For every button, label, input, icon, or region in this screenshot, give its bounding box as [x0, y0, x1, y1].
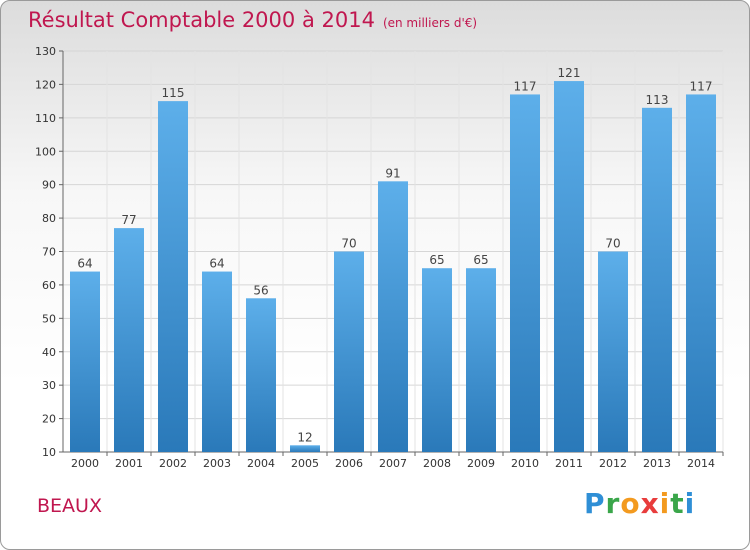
logo-letter: i — [684, 487, 696, 520]
data-label: 12 — [297, 430, 312, 444]
x-tick-label: 2004 — [247, 457, 275, 470]
bar — [598, 251, 628, 452]
logo-letter: t — [670, 487, 685, 520]
bar — [246, 298, 276, 452]
data-label: 70 — [605, 237, 620, 251]
y-tick-label: 90 — [42, 179, 56, 192]
y-tick-label: 10 — [42, 446, 56, 459]
bar — [202, 271, 232, 452]
data-label: 117 — [514, 79, 537, 93]
data-label: 77 — [121, 213, 136, 227]
x-tick-label: 2014 — [687, 457, 715, 470]
bar — [686, 94, 716, 453]
y-tick-label: 80 — [42, 212, 56, 225]
bar — [466, 268, 496, 452]
x-tick-label: 2003 — [203, 457, 231, 470]
x-tick-label: 2006 — [335, 457, 363, 470]
data-label: 64 — [77, 257, 92, 271]
y-tick-label: 50 — [42, 312, 56, 325]
bar — [378, 181, 408, 452]
bar — [642, 107, 672, 452]
logo-letter: P — [584, 487, 606, 520]
chart-title: Résultat Comptable 2000 à 2014 (en millie… — [28, 8, 477, 32]
y-tick-label: 40 — [42, 346, 56, 359]
data-label: 117 — [690, 79, 713, 93]
bar — [510, 94, 540, 453]
x-tick-label: 2010 — [511, 457, 539, 470]
x-tick-label: 2008 — [423, 457, 451, 470]
logo-letter: i — [659, 487, 671, 520]
data-label: 65 — [473, 253, 488, 267]
y-tick-label: 70 — [42, 246, 56, 259]
y-tick-label: 30 — [42, 379, 56, 392]
proxiti-logo[interactable]: Proxiti — [584, 487, 695, 520]
y-tick-label: 130 — [35, 45, 56, 58]
bar — [554, 81, 584, 452]
x-tick-label: 2011 — [555, 457, 583, 470]
data-label: 121 — [558, 66, 581, 80]
y-tick-label: 120 — [35, 78, 56, 91]
logo-letter: o — [620, 487, 641, 520]
data-label: 56 — [253, 283, 268, 297]
bar — [290, 445, 320, 452]
data-label: 91 — [385, 166, 400, 180]
x-tick-label: 2002 — [159, 457, 187, 470]
data-labels: 64 77 115 64 56 12 70 91 65 65 117 121 70 113 117 — [77, 66, 712, 444]
x-tick-label: 2007 — [379, 457, 407, 470]
data-label: 64 — [209, 257, 224, 271]
bar — [334, 251, 364, 452]
chart-title-text: Résultat Comptable 2000 à 2014 — [28, 8, 375, 32]
y-tick-label: 20 — [42, 413, 56, 426]
bar — [70, 271, 100, 452]
x-tick-label: 2000 — [71, 457, 99, 470]
data-label: 113 — [646, 93, 669, 107]
y-tick-labels: 10 20 30 40 50 60 70 80 90 100 110 120 130 — [35, 45, 56, 459]
x-tick-label: 2001 — [115, 457, 143, 470]
x-tick-label: 2005 — [291, 457, 319, 470]
logo-letter: r — [605, 487, 621, 520]
data-label: 65 — [429, 253, 444, 267]
bar — [114, 228, 144, 452]
x-tick-label: 2012 — [599, 457, 627, 470]
x-tick-labels: 2000 2001 2002 2003 2004 2005 2006 2007 2008 2009… — [71, 457, 715, 470]
bar — [422, 268, 452, 452]
y-tick-label: 60 — [42, 279, 56, 292]
commune-name: BEAUX — [37, 495, 102, 517]
x-tick-label: 2013 — [643, 457, 671, 470]
chart-unit: (en milliers d'€) — [382, 16, 478, 30]
y-tick-label: 110 — [35, 112, 56, 125]
y-tick-label: 100 — [35, 145, 56, 158]
logo-letter: x — [640, 487, 660, 520]
x-tick-label: 2009 — [467, 457, 495, 470]
bars — [70, 81, 716, 453]
data-label: 70 — [341, 237, 356, 251]
bar — [158, 101, 188, 452]
data-label: 115 — [162, 86, 185, 100]
